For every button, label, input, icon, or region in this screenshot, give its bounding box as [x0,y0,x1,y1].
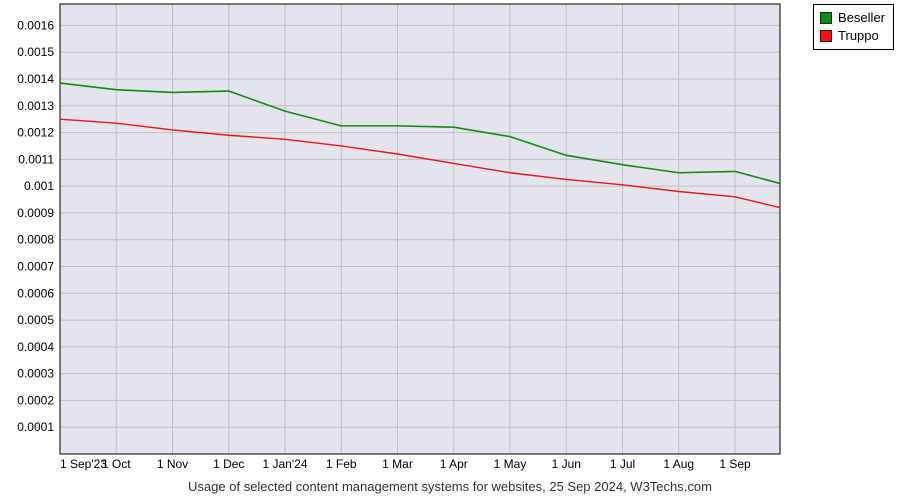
svg-text:1 May: 1 May [494,457,527,471]
svg-text:0.0015: 0.0015 [17,45,54,59]
legend-item: Truppo [820,27,885,45]
svg-text:1 Sep'23: 1 Sep'23 [60,457,107,471]
line-chart: 0.0001 0.0002 0.0003 0.0004 0.0005 0.0006 0.00… [0,0,900,480]
svg-text:0.0016: 0.0016 [17,18,54,32]
legend-swatch-truppo [820,30,832,42]
svg-text:0.0002: 0.0002 [17,393,54,407]
legend: Beseller Truppo [813,4,894,50]
svg-text:1 Jul: 1 Jul [610,457,635,471]
svg-text:0.0014: 0.0014 [17,72,54,86]
svg-text:0.0006: 0.0006 [17,286,54,300]
svg-text:0.0001: 0.0001 [17,420,54,434]
svg-text:1 Jun: 1 Jun [552,457,581,471]
legend-swatch-beseller [820,12,832,24]
svg-text:1 Apr: 1 Apr [440,457,468,471]
svg-text:0.0007: 0.0007 [17,260,54,274]
svg-text:0.001: 0.001 [24,179,54,193]
svg-text:1 Mar: 1 Mar [382,457,413,471]
svg-text:0.0003: 0.0003 [17,367,54,381]
svg-text:1 Jan'24: 1 Jan'24 [263,457,308,471]
svg-text:0.0004: 0.0004 [17,340,54,354]
svg-text:1 Sep: 1 Sep [719,457,751,471]
legend-label: Beseller [838,9,885,27]
svg-text:1 Nov: 1 Nov [157,457,188,471]
svg-text:0.0008: 0.0008 [17,233,54,247]
svg-text:0.0009: 0.0009 [17,206,54,220]
svg-text:0.0013: 0.0013 [17,99,54,113]
svg-text:1 Aug: 1 Aug [663,457,694,471]
svg-text:0.0011: 0.0011 [18,152,54,166]
svg-text:1 Oct: 1 Oct [102,457,131,471]
svg-text:1 Feb: 1 Feb [326,457,357,471]
chart-caption: Usage of selected content management sys… [0,479,900,494]
svg-text:0.0005: 0.0005 [17,313,54,327]
svg-text:1 Dec: 1 Dec [213,457,244,471]
legend-label: Truppo [838,27,879,45]
svg-text:0.0012: 0.0012 [17,126,54,140]
legend-item: Beseller [820,9,885,27]
